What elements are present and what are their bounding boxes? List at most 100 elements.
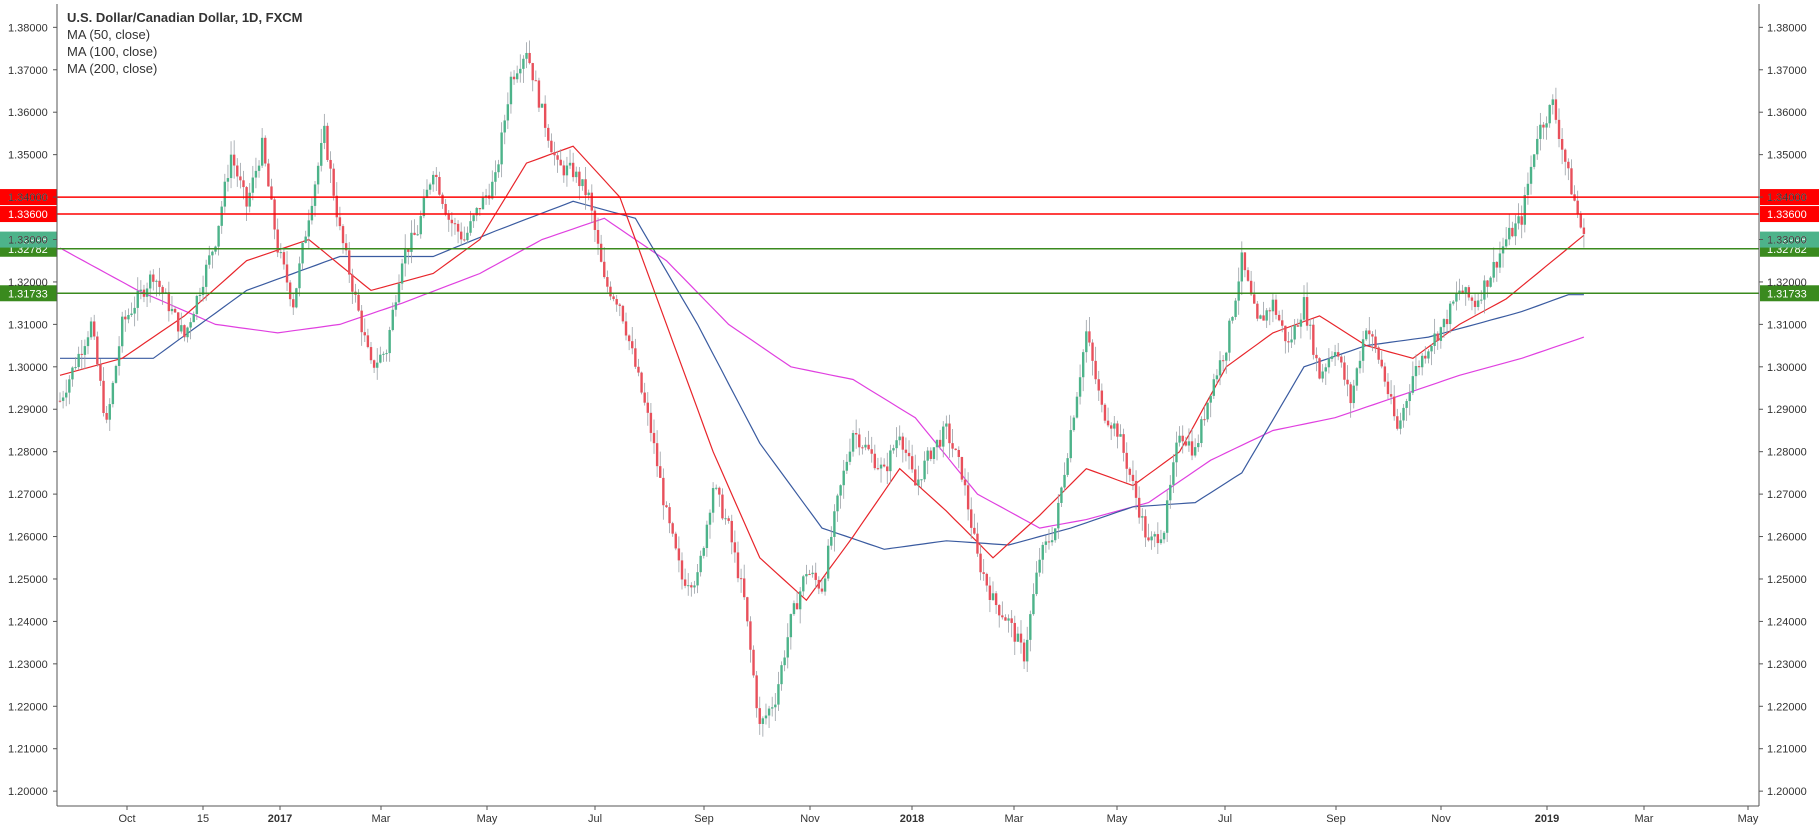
bullish-candle [826,545,830,579]
bullish-candle [917,479,920,486]
y-tick-label-right: 1.34000 [1767,192,1807,204]
bullish-candle [1141,516,1144,518]
bullish-candle [565,165,569,176]
bearish-candle [727,518,730,521]
bullish-candle [705,524,709,549]
bearish-candle [236,165,239,177]
bullish-candle [400,263,404,284]
bullish-candle [208,255,211,265]
bearish-candle [1315,354,1318,359]
bullish-candle [839,485,842,496]
bullish-candle [257,165,261,171]
bearish-candle [1184,441,1188,446]
bullish-candle [783,657,786,666]
bullish-candle [61,397,65,401]
bullish-candle [1452,301,1455,304]
bullish-candle [774,704,777,708]
bullish-candle [320,142,323,166]
y-tick-label-right: 1.21000 [1767,744,1807,756]
bullish-candle [1187,441,1191,446]
bullish-candle [1218,360,1222,376]
bearish-candle [938,439,942,447]
bearish-candle [1424,355,1427,359]
bearish-candle [640,372,643,393]
bullish-candle [780,665,783,685]
bearish-candle [1582,227,1586,234]
bullish-candle [466,232,469,241]
y-tick-label-left: 1.38000 [8,22,48,34]
bearish-candle [1122,434,1125,453]
bearish-candle [338,217,342,227]
bearish-candle [341,226,345,244]
bullish-candle [304,236,307,243]
bullish-candle [1526,183,1530,196]
bearish-candle [631,341,634,349]
bullish-candle [1321,371,1324,379]
y-tick-label-left: 1.37000 [8,65,48,77]
bearish-candle [1374,336,1377,348]
bullish-candle [1411,376,1415,393]
bearish-candle [976,533,979,554]
bearish-candle [904,449,908,453]
bullish-candle [1455,293,1458,302]
y-tick-label-right: 1.22000 [1767,701,1807,713]
bearish-candle [861,447,864,449]
bullish-candle [923,460,926,480]
y-tick-label-left: 1.26000 [8,532,48,544]
bearish-candle [1318,358,1321,379]
bullish-candle [764,715,768,719]
bullish-candle [211,251,214,256]
bullish-candle [693,585,696,588]
bearish-candle [435,174,438,178]
bullish-candle [1206,402,1209,420]
bullish-candle [83,346,87,355]
bearish-candle [1277,314,1281,321]
x-tick-label: May [477,813,498,825]
bearish-candle [1557,119,1561,139]
y-tick-label-right: 1.25000 [1767,574,1807,586]
bullish-candle [767,708,771,716]
bearish-candle [1467,287,1471,298]
bearish-candle [1125,452,1128,469]
bullish-candle [472,215,475,222]
bullish-candle [715,487,718,489]
bearish-candle [1181,435,1184,442]
bearish-candle [612,296,615,300]
bullish-candle [830,536,833,546]
bullish-candle [1038,559,1041,573]
bullish-candle [687,585,690,587]
bullish-candle [1193,447,1197,456]
bearish-candle [609,286,612,297]
bullish-candle [1483,280,1486,300]
bearish-candle [1094,360,1097,380]
bullish-candle [1492,261,1495,278]
y-tick-label-left: 1.24000 [8,616,48,628]
candles [58,40,1586,737]
bullish-candle [500,132,503,165]
bearish-candle [1570,168,1573,195]
bearish-candle [1542,124,1545,128]
bearish-candle [814,572,817,580]
bullish-candle [699,555,702,573]
bullish-candle [1231,316,1234,321]
bearish-candle [559,159,562,166]
bearish-candle [659,466,662,478]
bearish-candle [998,605,1001,616]
bearish-candle [951,443,954,449]
bearish-candle [1262,315,1265,321]
bullish-candle [1057,502,1060,529]
bullish-candle [1159,539,1163,544]
bullish-candle [1290,339,1293,343]
bearish-candle [1368,330,1371,335]
bearish-candle [1156,534,1160,544]
bearish-candle [176,312,180,332]
bearish-candle [749,621,752,650]
resistance-level-right-tag [1760,206,1819,223]
bullish-candle [525,52,528,59]
bullish-candle [77,353,80,368]
bearish-candle [99,364,102,381]
bearish-candle [447,214,450,220]
bullish-candle [155,280,158,282]
y-tick-label-right: 1.32000 [1767,277,1807,289]
bearish-candle [1116,423,1119,437]
